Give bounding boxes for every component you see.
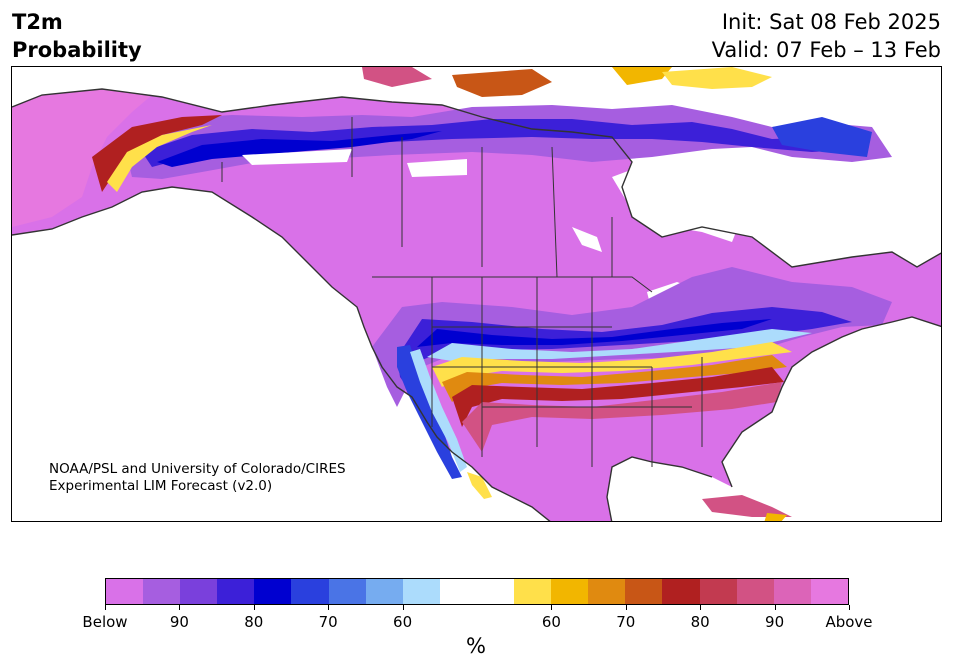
colorbar-tick-label: 80 [690, 613, 710, 631]
colorbar-tick-label: 70 [616, 613, 636, 631]
colorbar-tick-label: 60 [541, 613, 561, 631]
colorbar-segment [773, 579, 811, 604]
colorbar-segment [217, 579, 255, 604]
alaska-warm-band [92, 115, 222, 192]
alaska-yellow-band [107, 125, 212, 192]
us-cold-band-light [427, 329, 812, 361]
colorbar-tick-mark [700, 605, 702, 610]
colorbar-segment [699, 579, 737, 604]
colorbar-segment [588, 579, 626, 604]
greenland-edge [612, 67, 672, 85]
colorbar-tick-label: 60 [393, 613, 413, 631]
canada-white-patch-3 [572, 227, 602, 252]
title-line-variable: T2m [12, 10, 63, 34]
map-title: T2m Probability [12, 8, 142, 64]
colorbar-segment [402, 579, 440, 604]
colorbar-segment [365, 579, 403, 604]
colorbar-tick-mark [625, 605, 627, 610]
labrador-blue [772, 117, 872, 157]
colorbar-tick-label: 90 [765, 613, 785, 631]
us-warm-band-orange [442, 355, 787, 402]
coastline [12, 88, 941, 521]
map-svg [12, 67, 941, 521]
title-line-type: Probability [12, 38, 142, 62]
colorbar-tick-mark [402, 605, 404, 610]
colorbar-tick-label: Below [82, 613, 128, 631]
colorbar-segment [143, 579, 181, 604]
colorbar-segment [106, 579, 144, 604]
arctic-islands-3 [662, 67, 772, 89]
colorbar-tick-label: 90 [169, 613, 189, 631]
alaska-below-region [12, 89, 152, 227]
canada-cold-band-mid [142, 119, 862, 167]
colorbar-segment [439, 579, 515, 604]
colorbar-tick-label: 70 [318, 613, 338, 631]
colorbar-unit: % [466, 634, 486, 658]
colorbar-segment [328, 579, 366, 604]
colorbar-tick-mark [253, 605, 255, 610]
credit-text: NOAA/PSL and University of Colorado/CIRE… [49, 461, 346, 495]
init-date: Init: Sat 08 Feb 2025 [721, 10, 941, 34]
colorbar-segment [662, 579, 700, 604]
colorbar-tick-label: Above [825, 613, 873, 631]
cuba [702, 495, 792, 517]
colorbar-segment [514, 579, 552, 604]
colorbar-tick-mark [328, 605, 330, 610]
canada-cold-band-core [157, 131, 442, 167]
us-cold-band-core [417, 319, 772, 347]
colorbar-tick-mark [551, 605, 553, 610]
colorbar-tick-mark [774, 605, 776, 610]
colorbar-tick-mark [179, 605, 181, 610]
caribbean-yellow [764, 513, 787, 521]
colorbar-tick-mark [105, 605, 106, 610]
colorbar-segment [551, 579, 589, 604]
colorbar-tick-label: 80 [244, 613, 264, 631]
colorbar-segment [180, 579, 218, 604]
us-warm-band-red [452, 367, 784, 427]
canada-white-patch [242, 149, 352, 165]
colorbar-tick-mark [849, 605, 850, 610]
valid-range: Valid: 07 Feb – 13 Feb [711, 38, 941, 62]
baja-yellow [467, 472, 492, 499]
west-coast-light [410, 349, 467, 472]
colorbar-segment [291, 579, 329, 604]
hudson-bay [612, 162, 742, 242]
us-warm-band-yellow [432, 342, 792, 387]
credit-line-model: Experimental LIM Forecast (v2.0) [49, 478, 273, 494]
canada-white-patch-2 [407, 159, 467, 177]
forecast-dates: Init: Sat 08 Feb 2025 Valid: 07 Feb – 13… [712, 8, 941, 64]
colorbar-segment [810, 579, 848, 604]
credit-line-org: NOAA/PSL and University of Colorado/CIRE… [49, 461, 346, 477]
arctic-islands [362, 67, 432, 87]
colorbar-segment [736, 579, 774, 604]
colorbar [105, 578, 849, 605]
political-borders [221, 117, 703, 467]
arctic-islands-2 [452, 69, 552, 97]
colorbar-segment [254, 579, 292, 604]
colorbar-segment [625, 579, 663, 604]
probability-map [11, 66, 942, 522]
